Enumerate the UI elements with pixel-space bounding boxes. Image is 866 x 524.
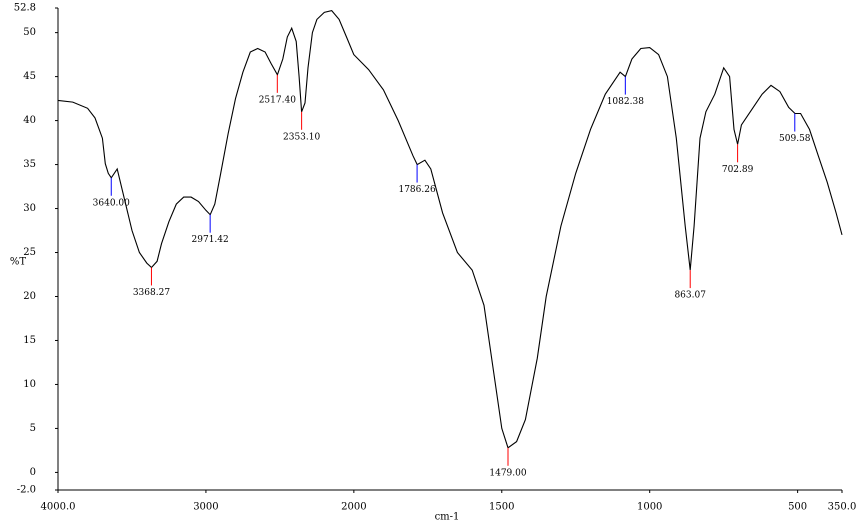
spectrum-line (57, 9, 843, 449)
y-tick-label: 20 (23, 291, 36, 302)
peak-label: 3368.27 (133, 288, 170, 298)
y-tick-label: 45 (23, 71, 36, 82)
peak-label: 2353.10 (283, 132, 320, 142)
peak-label: 702.89 (722, 165, 754, 175)
x-tick-label: 3000 (193, 502, 218, 513)
y-tick-label: 40 (23, 115, 36, 126)
y-tick-label: 52.8 (14, 3, 36, 14)
y-tick-label: 5 (30, 423, 36, 434)
y-tick-label: 35 (23, 159, 36, 170)
y-tick-label: -2.0 (17, 485, 36, 496)
y-tick-label: 10 (23, 379, 36, 390)
peak-label: 509.58 (779, 134, 811, 144)
y-tick-label: 30 (23, 203, 36, 214)
x-tick-label: 4000.0 (41, 502, 76, 513)
y-axis-title: %T (10, 257, 27, 268)
x-tick-label: 1000 (637, 502, 662, 513)
peak-label: 863.07 (674, 291, 706, 301)
y-tick-label: 25 (23, 247, 36, 258)
x-tick-label: 350.0 (828, 502, 857, 513)
peak-label: 1786.26 (398, 185, 435, 195)
peak-label: 2517.40 (259, 95, 296, 105)
x-tick-label: 1500 (489, 502, 514, 513)
peak-label: 1479.00 (489, 468, 526, 478)
x-axis-title: cm-1 (435, 512, 460, 523)
y-tick-label: 15 (23, 335, 36, 346)
peak-label: 2971.42 (192, 235, 229, 245)
x-tick-label: 500 (788, 502, 807, 513)
x-tick-label: 2000 (341, 502, 366, 513)
peak-label: 3640.00 (93, 198, 130, 208)
y-tick-label: 0 (30, 467, 36, 478)
peak-label: 1082.38 (607, 97, 644, 107)
y-tick-label: 50 (23, 27, 36, 38)
